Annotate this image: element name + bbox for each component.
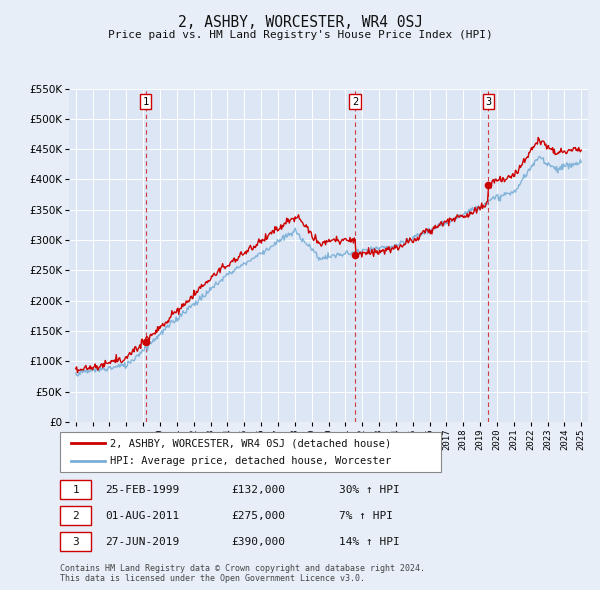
Point <box>141 337 151 346</box>
Text: 2, ASHBY, WORCESTER, WR4 0SJ: 2, ASHBY, WORCESTER, WR4 0SJ <box>178 15 422 30</box>
Point <box>350 251 360 260</box>
Text: Price paid vs. HM Land Registry's House Price Index (HPI): Price paid vs. HM Land Registry's House … <box>107 30 493 40</box>
Text: 3: 3 <box>485 97 491 107</box>
Text: 30% ↑ HPI: 30% ↑ HPI <box>339 485 400 494</box>
Text: 2: 2 <box>72 511 79 520</box>
Text: 3: 3 <box>72 537 79 546</box>
Point <box>484 181 493 190</box>
Text: Contains HM Land Registry data © Crown copyright and database right 2024.
This d: Contains HM Land Registry data © Crown c… <box>60 563 425 583</box>
Text: 14% ↑ HPI: 14% ↑ HPI <box>339 537 400 546</box>
Text: 25-FEB-1999: 25-FEB-1999 <box>105 485 179 494</box>
Text: £275,000: £275,000 <box>231 511 285 520</box>
Text: 1: 1 <box>72 485 79 494</box>
Text: 7% ↑ HPI: 7% ↑ HPI <box>339 511 393 520</box>
Text: £390,000: £390,000 <box>231 537 285 546</box>
Text: £132,000: £132,000 <box>231 485 285 494</box>
Text: 27-JUN-2019: 27-JUN-2019 <box>105 537 179 546</box>
Text: 2, ASHBY, WORCESTER, WR4 0SJ (detached house): 2, ASHBY, WORCESTER, WR4 0SJ (detached h… <box>110 438 391 448</box>
Text: 2: 2 <box>352 97 358 107</box>
Text: HPI: Average price, detached house, Worcester: HPI: Average price, detached house, Worc… <box>110 455 391 466</box>
Text: 1: 1 <box>143 97 149 107</box>
Text: 01-AUG-2011: 01-AUG-2011 <box>105 511 179 520</box>
